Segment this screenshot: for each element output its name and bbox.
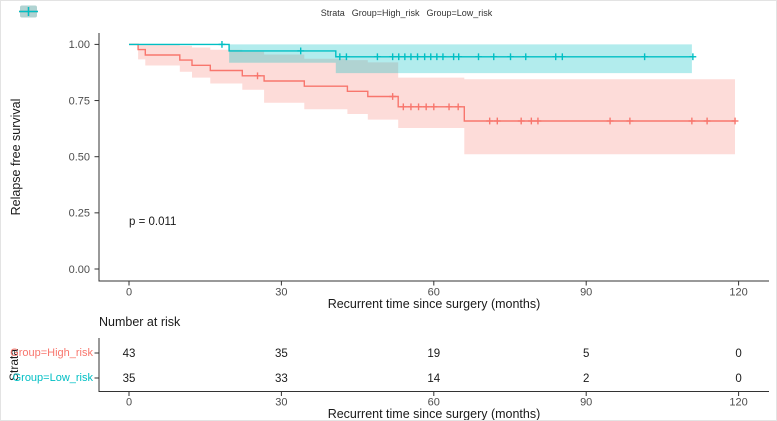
- p-value-label: p = 0.011: [129, 216, 177, 228]
- risk-value: 0: [735, 348, 741, 360]
- risk-value: 35: [275, 348, 288, 360]
- risk-table-tick-label: 30: [275, 397, 287, 409]
- legend-label-high-risk: Group=High_risk: [351, 8, 420, 18]
- risk-table-title: Number at risk: [99, 315, 181, 329]
- risk-value: 43: [123, 348, 136, 360]
- y-tick-label: 0.75: [69, 95, 90, 107]
- ci-band: [138, 44, 736, 155]
- risk-table-tick-label: 120: [729, 397, 747, 409]
- y-tick-label: 0.25: [69, 208, 90, 220]
- risk-value: 2: [583, 373, 589, 385]
- x-tick-label: 0: [126, 287, 132, 299]
- risk-table-x-axis-title: Recurrent time since surgery (months): [327, 407, 541, 421]
- risk-table-tick-label: 90: [580, 397, 592, 409]
- ci-band: [229, 44, 692, 74]
- risk-table-tick-label: 60: [428, 397, 440, 409]
- x-axis-title: Recurrent time since surgery (months): [327, 297, 541, 311]
- risk-row-label-high-risk: Group=High_risk: [10, 347, 93, 359]
- risk-value: 5: [583, 348, 589, 360]
- y-tick-label: 0.50: [69, 152, 90, 164]
- y-tick-label: 1.00: [69, 39, 90, 51]
- y-tick-label: 0.00: [69, 264, 90, 276]
- risk-value: 19: [427, 348, 440, 360]
- x-tick-label: 60: [428, 287, 440, 299]
- legend-key-low-risk-icon: [19, 5, 38, 18]
- legend-item-low-risk: Group=Low_risk: [19, 5, 493, 18]
- risk-value: 35: [123, 373, 136, 385]
- x-tick-label: 120: [729, 287, 747, 299]
- legend-title: Strata: [320, 8, 345, 18]
- risk-value: 33: [275, 373, 288, 385]
- x-tick-label: 90: [580, 287, 592, 299]
- risk-value: 0: [735, 373, 741, 385]
- risk-value: 14: [427, 373, 440, 385]
- legend: Strata Group=High_risk Group=Low_risk: [19, 4, 776, 22]
- y-axis-title: Relapse free survival: [9, 98, 23, 216]
- risk-table-tick-label: 0: [126, 397, 132, 409]
- x-tick-label: 30: [275, 287, 287, 299]
- risk-row-label-low-risk: Group=Low_risk: [12, 372, 93, 384]
- legend-label-low-risk: Group=Low_risk: [426, 8, 493, 18]
